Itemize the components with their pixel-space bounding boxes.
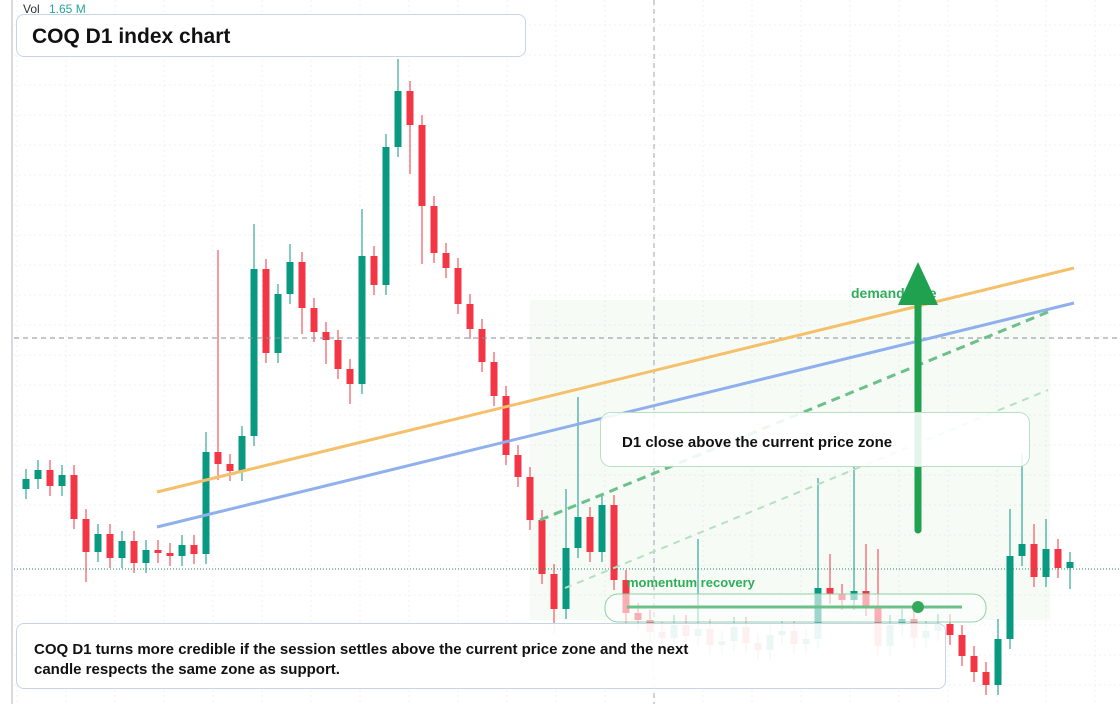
candle-body <box>430 206 438 253</box>
candle-body <box>130 541 138 563</box>
candle-body <box>106 534 114 558</box>
candle-body <box>958 635 966 656</box>
candle-body <box>334 340 342 369</box>
candle-body <box>70 475 78 519</box>
candle-body <box>610 505 618 580</box>
candle-body <box>406 91 414 125</box>
candle-body <box>274 294 282 353</box>
candle-body <box>454 268 462 304</box>
candle-body <box>238 436 246 471</box>
candle-body <box>394 91 402 147</box>
candle-body <box>538 520 546 574</box>
candle-body <box>826 588 834 594</box>
chart-title: COQ D1 index chart <box>16 14 526 57</box>
candle-body <box>262 269 270 353</box>
candle-body <box>490 362 498 396</box>
candle-body <box>442 253 450 268</box>
candle-body <box>118 541 126 558</box>
candle-body <box>214 452 222 464</box>
candle-body <box>46 470 54 486</box>
candle-body <box>1042 549 1050 577</box>
candle-body <box>1006 556 1014 639</box>
note-text: COQ D1 turns more credible if the sessio… <box>34 641 689 678</box>
note: COQ D1 turns more credible if the sessio… <box>16 623 946 689</box>
candle-body <box>298 262 306 308</box>
candle-body <box>526 477 534 520</box>
candle-body <box>346 369 354 384</box>
candle-body <box>190 545 198 554</box>
candle-body <box>550 574 558 609</box>
candle-body <box>1030 544 1038 577</box>
candle-body <box>1054 549 1062 568</box>
candle-body <box>142 550 150 563</box>
candle-body <box>166 553 174 556</box>
candle-body <box>478 329 486 362</box>
candle-body <box>598 505 606 552</box>
candle-body <box>58 475 66 486</box>
candle-body <box>250 269 258 436</box>
candle-body <box>1018 544 1026 556</box>
candle-body <box>322 332 330 340</box>
candle-body <box>178 545 186 556</box>
candle-body <box>34 470 42 479</box>
candle-body <box>82 519 90 552</box>
candle-body <box>202 452 210 554</box>
candle-body <box>370 256 378 285</box>
candle-body <box>514 455 522 477</box>
arrow-head <box>898 262 938 305</box>
candle-body <box>94 534 102 552</box>
candle-body <box>574 517 582 548</box>
candle-body <box>946 624 954 635</box>
candle-body <box>22 479 30 489</box>
candle-body <box>466 304 474 329</box>
candle-body <box>358 256 366 384</box>
candle-body <box>1066 562 1074 568</box>
candle-body <box>154 550 162 553</box>
candle-body <box>502 396 510 455</box>
candle-body <box>226 464 234 471</box>
candle-body <box>970 656 978 672</box>
candle-body <box>982 672 990 685</box>
candle-body <box>994 639 1002 685</box>
vol-label: Vol <box>23 2 40 16</box>
vol-value: 1.65 M <box>49 2 86 16</box>
candle-body <box>562 548 570 609</box>
zone-callout: D1 close above the current price zone <box>600 412 1030 467</box>
candle-body <box>286 262 294 294</box>
momentum-label: momentum recovery <box>627 575 756 590</box>
candle-body <box>382 147 390 285</box>
candle-body <box>586 517 594 552</box>
candle-body <box>310 308 318 332</box>
momentum-dot <box>912 601 924 613</box>
candle-body <box>418 125 426 206</box>
